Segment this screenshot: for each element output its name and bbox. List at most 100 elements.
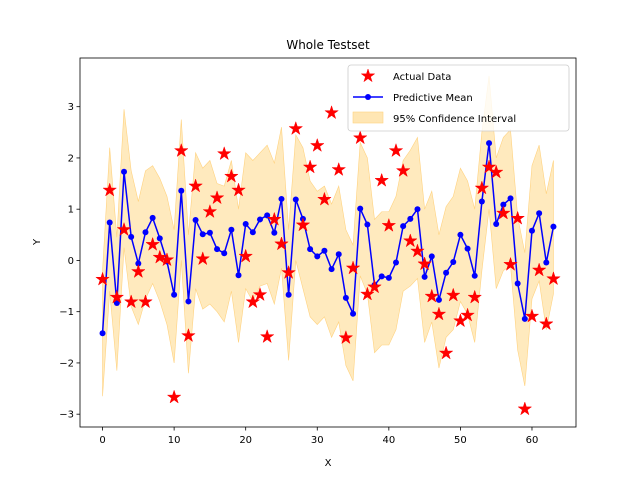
legend-ci-swatch (352, 111, 384, 124)
actual-point (324, 105, 340, 120)
actual-point (281, 264, 297, 280)
mean-point (321, 247, 328, 254)
mean-point (314, 253, 321, 260)
actual-point (395, 162, 411, 178)
mean-point (435, 296, 442, 303)
actual-point (202, 203, 218, 219)
actual-point (159, 252, 175, 267)
mean-point (264, 212, 271, 219)
mean-point (378, 273, 385, 280)
mean-point (528, 227, 535, 234)
mean-point (500, 201, 507, 208)
legend-actual-marker (360, 68, 376, 83)
mean-point (142, 229, 149, 236)
x-tick-label: 20 (239, 435, 252, 446)
legend-actual-label: Actual Data (393, 72, 451, 83)
mean-point (457, 231, 464, 238)
actual-point (188, 178, 204, 193)
mean-point (106, 219, 113, 226)
actual-point (331, 161, 347, 177)
actual-point (259, 328, 275, 344)
mean-point (550, 223, 557, 230)
x-tick-label: 0 (99, 435, 105, 446)
mean-point (421, 273, 428, 280)
legend-ci-label: 95% Confidence Interval (393, 114, 516, 125)
actual-point (531, 262, 547, 277)
actual-point (510, 210, 526, 225)
legend-mean-marker (365, 94, 371, 100)
y-tick-label: 3 (68, 102, 74, 113)
mean-point (171, 291, 178, 298)
actual-point (431, 306, 447, 321)
actual-point (460, 307, 475, 322)
mean-point (364, 221, 371, 228)
mean-point (178, 187, 185, 194)
y-tick-label: 0 (68, 256, 74, 267)
mean-point (242, 221, 249, 228)
actual-point (209, 190, 225, 205)
mean-point (478, 198, 485, 205)
actual-point (181, 327, 196, 343)
mean-point (206, 229, 213, 236)
actual-point (410, 243, 425, 258)
mean-point (521, 315, 528, 322)
mean-point (342, 294, 349, 301)
actual-point (274, 236, 289, 251)
x-tick-label: 30 (311, 435, 324, 446)
mean-point (221, 250, 228, 257)
mean-point (249, 229, 256, 236)
actual-point (381, 217, 397, 232)
y-tick-label: −3 (59, 410, 74, 421)
actual-point (238, 248, 254, 263)
mean-point (214, 246, 221, 253)
mean-point (443, 269, 450, 276)
actual-point (295, 217, 311, 232)
mean-point (185, 298, 192, 305)
mean-point (471, 272, 478, 279)
actual-point (402, 233, 418, 248)
actual-point (388, 142, 404, 158)
actual-point (138, 294, 153, 309)
mean-point (278, 195, 285, 202)
actual-point (417, 256, 433, 271)
actual-point (517, 401, 533, 416)
actual-point (495, 205, 511, 220)
chart-title: Whole Testset (286, 38, 370, 52)
actual-point (474, 180, 490, 195)
y-axis-label: Y (32, 238, 43, 246)
mean-point (235, 272, 242, 279)
actual-point (231, 182, 246, 197)
actual-point (173, 142, 189, 158)
y-tick-label: −1 (59, 307, 74, 318)
actual-point (445, 287, 461, 302)
mean-point (400, 223, 407, 230)
legend-mean-label: Predictive Mean (393, 93, 473, 104)
actual-point (216, 146, 232, 161)
actual-point (345, 260, 361, 275)
mean-point (464, 245, 471, 252)
mean-point (328, 266, 335, 273)
axes-frame (79, 57, 577, 428)
mean-point (428, 253, 435, 260)
mean-point (335, 251, 342, 258)
x-tick-label: 10 (168, 435, 181, 446)
y-tick-label: 2 (68, 153, 74, 164)
mean-point (493, 221, 500, 228)
mean-point (392, 259, 399, 266)
mean-point (292, 196, 299, 203)
legend-box (347, 64, 570, 132)
mean-point (99, 330, 106, 337)
mean-point (199, 231, 206, 238)
y-tick-label: −2 (59, 358, 74, 369)
mean-point (357, 205, 364, 212)
actual-point (524, 308, 540, 323)
actual-point (252, 286, 268, 302)
ticks: 0 10 20 30 40 50 60 −3 −2 −1 0 1 2 3 (59, 102, 538, 446)
actual-point (467, 289, 483, 304)
mean-point (271, 229, 278, 236)
actual-point (166, 389, 182, 404)
actual-point (145, 236, 161, 251)
mean-point (414, 206, 421, 213)
actual-point (352, 130, 368, 145)
actual-point (367, 279, 382, 294)
